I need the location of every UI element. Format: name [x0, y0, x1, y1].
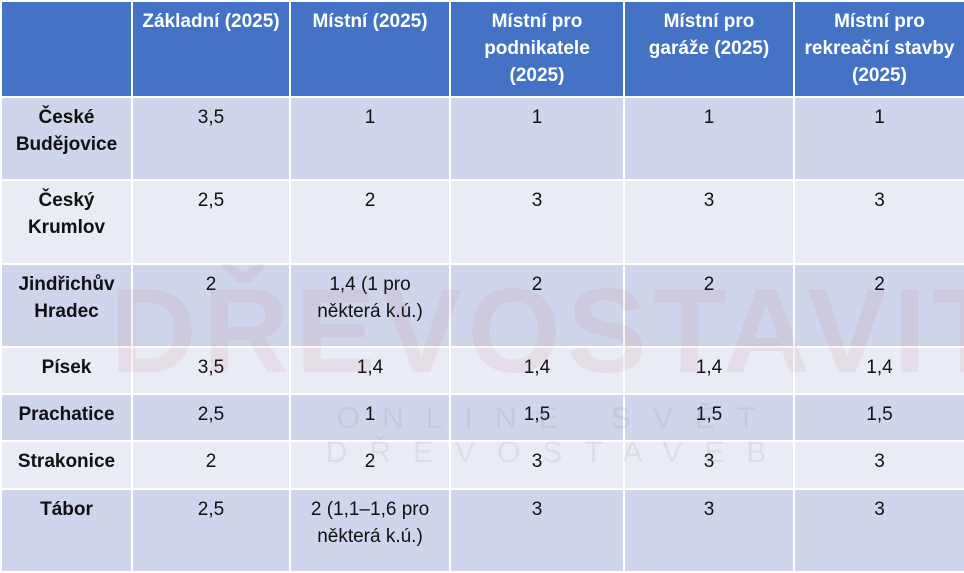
cell: 3 [449, 487, 625, 573]
cell: 2 [131, 440, 291, 490]
cell: 2 [449, 262, 625, 349]
cell: 3,5 [131, 346, 291, 396]
row-label: České Budějovice [0, 95, 133, 182]
cell: 2,5 [131, 393, 291, 443]
cell: 2,5 [131, 179, 291, 265]
cell: 2 [793, 262, 964, 349]
cell: 3 [623, 179, 795, 265]
header-cell: Základní (2025) [131, 0, 291, 98]
cell: 1,4 (1 pro některá k.ú.) [289, 262, 451, 349]
header-cell [0, 0, 133, 98]
cell: 3 [793, 179, 964, 265]
cell: 1 [623, 95, 795, 182]
cell: 3,5 [131, 95, 291, 182]
cell: 2 [131, 262, 291, 349]
cell: 1 [449, 95, 625, 182]
cell: 2 [289, 179, 451, 265]
cell: 1,4 [623, 346, 795, 396]
row: České Budějovice 3,5 1 1 1 1 [0, 95, 964, 182]
cell: 1,5 [623, 393, 795, 443]
row-label: Prachatice [0, 393, 133, 443]
cell: 2 (1,1–1,6 pro některá k.ú.) [289, 487, 451, 573]
cell: 1 [793, 95, 964, 182]
row: Tábor 2,5 2 (1,1–1,6 pro některá k.ú.) 3 3 3 [0, 487, 964, 573]
row: Strakonice 2 2 3 3 3 [0, 440, 964, 490]
cell: 3 [449, 179, 625, 265]
cell: 2 [623, 262, 795, 349]
cell: 3 [793, 487, 964, 573]
row: Prachatice 2,5 1 1,5 1,5 1,5 [0, 393, 964, 443]
row: Český Krumlov 2,5 2 3 3 3 [0, 179, 964, 265]
cell: 3 [623, 487, 795, 573]
cell: 1,4 [793, 346, 964, 396]
cell: 1,4 [449, 346, 625, 396]
cell: 3 [793, 440, 964, 490]
cell: 2 [289, 440, 451, 490]
header-cell: Místní pro podnikatele (2025) [449, 0, 625, 98]
row-label: Tábor [0, 487, 133, 573]
row: Písek 3,5 1,4 1,4 1,4 1,4 [0, 346, 964, 396]
header-cell: Místní pro garáže (2025) [623, 0, 795, 98]
row: Jindřichův Hradec 2 1,4 (1 pro některá k.ú… [0, 262, 964, 349]
row-label: Strakonice [0, 440, 133, 490]
cell: 1 [289, 95, 451, 182]
cell: 3 [623, 440, 795, 490]
row-label: Český Krumlov [0, 179, 133, 265]
row-label: Písek [0, 346, 133, 396]
header-row: Základní (2025) Místní (2025) Místní pro p… [0, 0, 964, 98]
row-label: Jindřichův Hradec [0, 262, 133, 349]
cell: 1 [289, 393, 451, 443]
header-cell: Místní pro rekreační stavby (2025) [793, 0, 964, 98]
cell: 3 [449, 440, 625, 490]
header-cell: Místní (2025) [289, 0, 451, 98]
cell: 2,5 [131, 487, 291, 573]
cell: 1,4 [289, 346, 451, 396]
cell: 1,5 [793, 393, 964, 443]
cell: 1,5 [449, 393, 625, 443]
